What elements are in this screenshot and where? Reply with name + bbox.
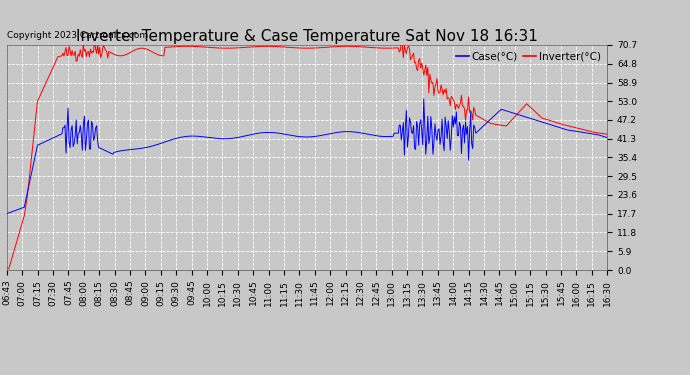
Text: Copyright 2023 Cartronics.com: Copyright 2023 Cartronics.com xyxy=(7,32,148,40)
Legend: Case(°C), Inverter(°C): Case(°C), Inverter(°C) xyxy=(455,50,602,62)
Title: Inverter Temperature & Case Temperature Sat Nov 18 16:31: Inverter Temperature & Case Temperature … xyxy=(76,29,538,44)
